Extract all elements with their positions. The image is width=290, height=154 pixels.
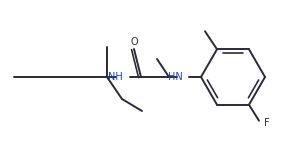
Text: HN: HN: [168, 72, 183, 82]
Text: O: O: [130, 37, 138, 47]
Text: F: F: [264, 118, 270, 128]
Text: NH: NH: [108, 72, 123, 82]
